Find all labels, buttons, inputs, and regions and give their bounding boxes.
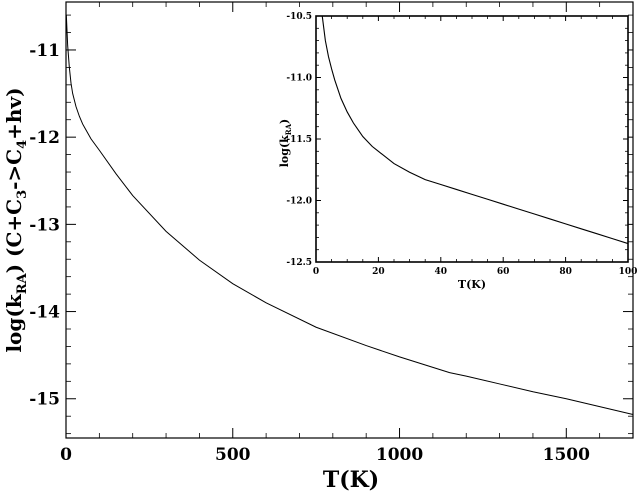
main-y-label-sub: 3 [15,190,30,199]
inset-x-tick-label: 60 [497,267,510,277]
main-y-tick-label: -15 [29,390,60,410]
main-y-label-part: ) (C+C [2,199,26,273]
inset-y-label-sub: RA [284,123,293,135]
inset-y-tick-label: -10.5 [286,12,312,22]
main-y-label-sub: 4 [15,140,30,149]
inset-y-label-part: ) [278,119,291,124]
inset-x-tick-label: 100 [619,267,638,277]
main-x-axis-label: T(K) [323,467,379,493]
inset-y-label-part: log(k [278,135,291,167]
inset-x-tick-label: 0 [313,267,319,277]
inset-y-ticks: -10.5 -11.0 -11.5 -12.0 -12.5 [286,12,628,268]
main-plot-frame [65,1,634,439]
inset-y-axis-label: log(kRA) [278,119,293,168]
inset-x-tick-label: 80 [559,267,572,277]
main-x-tick-label: 1000 [376,445,423,465]
main-y-tick-label: -13 [29,215,60,235]
main-x-tick-label: 500 [215,445,251,465]
inset-y-tick-label: -11.0 [286,74,312,84]
inset-plot-background [316,16,628,262]
inset-series-line [321,15,629,245]
main-x-tick-label: 1500 [543,445,590,465]
main-y-label-sub: RA [15,272,30,294]
inset-x-tick-label: 40 [435,267,448,277]
inset-plot: 0 20 40 60 80 100 -10.5 -11.0 -11.5 -12.0 -12.5 T… [278,12,637,291]
main-y-tick-label: -14 [29,303,60,323]
main-x-ticks: 0 500 1000 1500 [60,2,601,465]
inset-y-tick-label: -12.0 [286,197,312,207]
main-x-tick-label: 0 [60,445,72,465]
inset-x-tick-label: 20 [372,267,385,277]
inset-y-tick-label: -11.5 [286,135,312,145]
main-y-tick-label: -12 [29,128,60,148]
main-y-label-part: +hv) [2,87,26,139]
inset-x-axis-label: T(K) [458,278,486,291]
inset-x-ticks: 0 20 40 60 80 100 [313,16,638,277]
main-y-label-part: log(k [2,293,26,352]
main-y-label-part: ->C [2,149,26,190]
main-series-line [65,15,634,415]
main-y-tick-label: -11 [29,41,60,61]
main-y-axis-label: log(kRA) (C+C3->C4+hv) [2,87,30,352]
main-y-ticks: -15 -14 -13 -12 -11 [29,14,633,435]
inset-y-tick-label: -12.5 [286,258,312,268]
